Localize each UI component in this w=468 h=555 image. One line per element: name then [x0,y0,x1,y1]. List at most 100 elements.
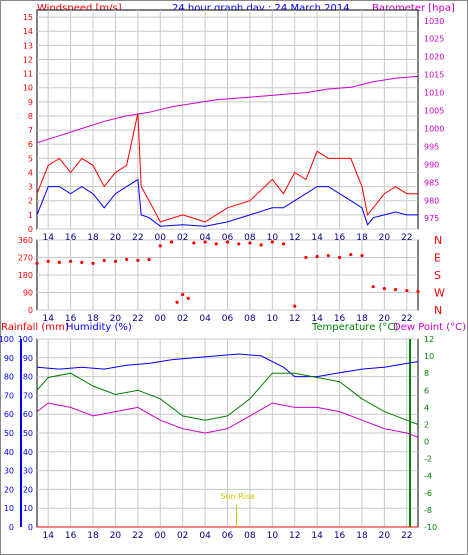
x-tick-label: 04 [199,233,211,243]
y-tick-label-barometer: 975 [424,214,439,223]
compass-label: S [434,269,441,282]
y-tick-label-windspeed: 15 [23,13,33,22]
direction-point [225,240,230,244]
y-tick-label-humidity: 40 [23,448,33,457]
direction-point [259,243,263,247]
y-tick-label-temperature: 4 [424,403,429,412]
x-tick-label: 12 [289,314,300,324]
y-tick-label-humidity: 80 [23,373,33,382]
x-tick-label: 10 [267,531,279,541]
y-tick-label-temperature: 6 [424,386,429,395]
y-tick-label-windspeed: 3 [28,183,33,192]
x-tick-label: 12 [289,233,300,243]
direction-point [57,260,62,264]
y-tick-label-rainfall: 100 [0,335,14,344]
x-tick-label: 14 [311,531,323,541]
y-tick-label-temperature: -4 [424,472,432,481]
y-tick-label-rainfall: 10 [4,504,14,513]
direction-point [349,252,353,257]
series-line-average [36,178,418,227]
x-tick-label: 06 [222,233,234,243]
compass-label: W [434,287,445,300]
series-line-barometer [36,75,419,144]
direction-point [91,261,95,265]
x-tick-label: 00 [155,314,167,324]
x-tick-label: 16 [65,314,77,324]
barometer-axis-label: Barometer [hpa] [372,3,455,14]
y-tick-label-barometer: 980 [424,196,439,205]
x-tick-label: 20 [110,233,122,243]
y-tick-label-humidity: 70 [23,391,33,400]
y-tick-label-temperature: 8 [424,369,429,378]
direction-point [46,259,50,263]
x-tick-label: 06 [222,531,234,541]
direction-point [416,289,420,294]
direction-point [158,244,162,248]
x-tick-label: 14 [42,233,54,243]
direction-point [175,300,179,304]
x-tick-label: 04 [199,314,211,324]
direction-point [214,242,218,246]
x-tick-label: 20 [110,531,122,541]
x-tick-label: 12 [289,531,300,541]
y-tick-label-temperature: -6 [424,489,432,498]
y-tick-label-barometer: 985 [424,178,439,187]
y-tick-label-humidity: 50 [23,429,33,438]
y-tick-label-windspeed: 0 [28,225,33,234]
x-tick-label: 22 [132,233,143,243]
y-tick-label-humidity: 100 [18,335,33,344]
y-tick-label-barometer: 1000 [424,124,444,133]
y-tick-label-barometer: 1010 [424,89,444,98]
y-tick-label-rainfall: 30 [4,467,14,476]
direction-point [315,254,319,259]
direction-point [405,288,409,293]
compass-label: E [434,252,441,265]
series-line-dew-point [36,402,419,438]
x-tick-label: 22 [132,531,143,541]
x-tick-label: 22 [132,314,143,324]
y-tick-label-rainfall: 90 [4,354,14,363]
y-tick-label-humidity: 60 [23,410,33,419]
y-tick-label-direction: 270 [18,254,33,263]
x-tick-label: 14 [42,531,54,541]
y-tick-label-temperature: -2 [424,455,432,464]
x-tick-label: 08 [244,531,256,541]
windspeed-axis-label: Windspeed [m/s] [37,3,122,14]
x-tick-label: 14 [42,314,54,324]
direction-point [181,292,185,297]
y-tick-label-direction: 360 [18,236,33,245]
y-tick-label-windspeed: 8 [28,112,33,121]
x-tick-label: 22 [401,314,412,324]
x-tick-label: 14 [311,233,323,243]
graph-title: 24 hour graph day : 24 March 2014 [172,3,350,14]
y-tick-label-windspeed: 11 [23,70,33,79]
direction-point [393,287,398,292]
y-tick-label-direction: 0 [28,306,33,315]
y-tick-label-humidity: 90 [23,354,33,363]
x-tick-label: 00 [155,531,167,541]
x-tick-label: 04 [199,531,211,541]
direction-point [360,253,364,258]
x-tick-label: 18 [87,531,99,541]
y-tick-label-humidity: 10 [23,504,33,513]
y-tick-label-temperature: 0 [424,438,429,447]
direction-panel-points [35,240,420,308]
y-tick-label-windspeed: 14 [23,27,33,36]
x-tick-label: 08 [244,233,256,243]
compass-label: N [434,234,442,247]
direction-point [304,255,308,260]
direction-point [169,240,174,244]
x-tick-label: 02 [177,314,188,324]
x-tick-label: 20 [379,531,391,541]
direction-point [136,258,140,263]
x-tick-label: 00 [155,233,167,243]
y-tick-label-windspeed: 7 [28,126,33,135]
direction-point [326,253,330,258]
direction-point [69,259,73,263]
direction-point [337,255,342,260]
y-tick-label-rainfall: 20 [4,485,14,494]
y-tick-label-temperature: -8 [424,506,432,515]
humidity-axis-label: Humidity (%) [66,322,132,333]
direction-point [270,240,274,244]
